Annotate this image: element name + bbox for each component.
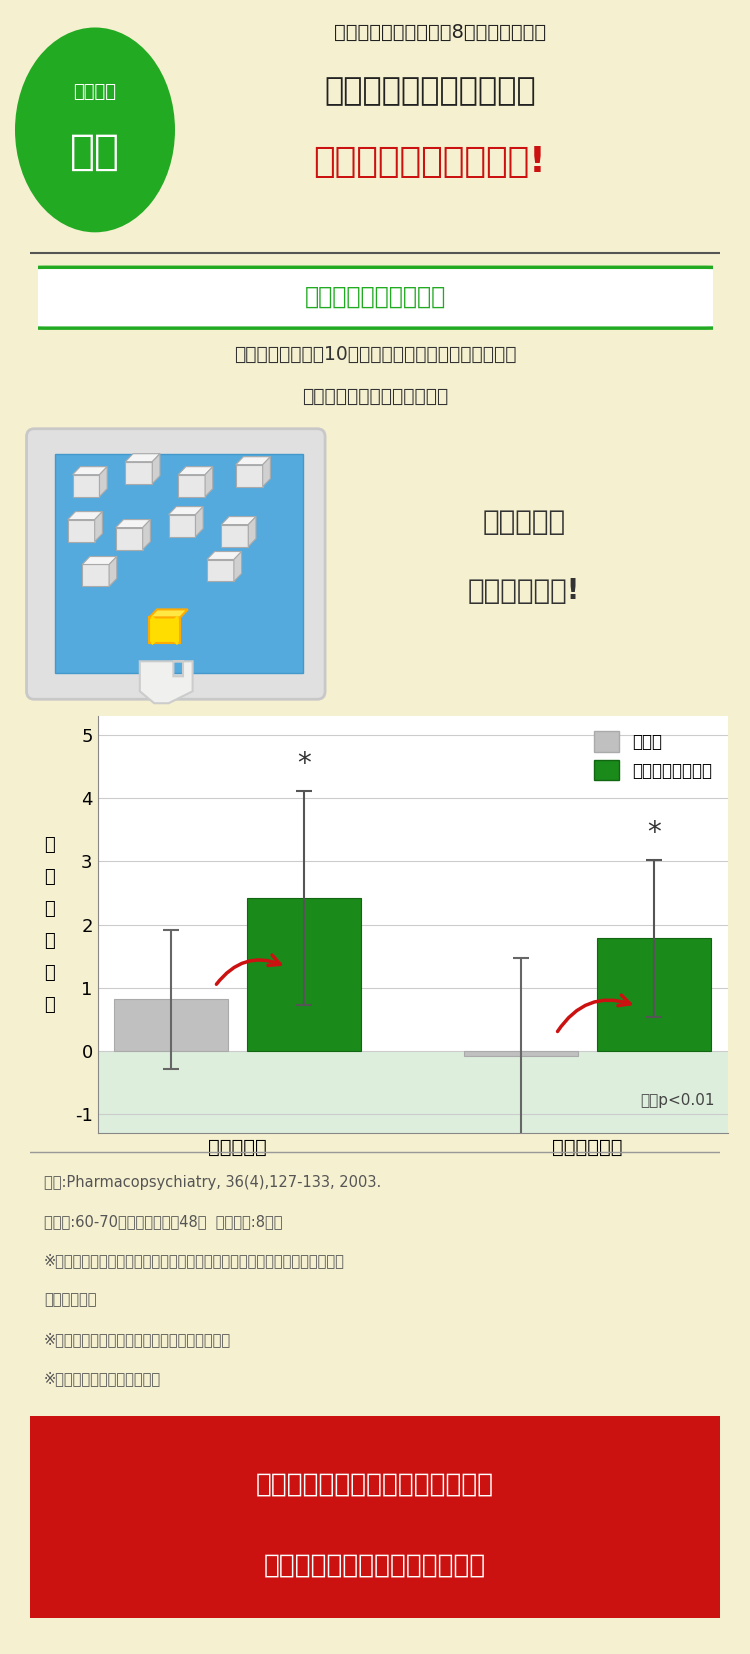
Text: 正答数が増加しました!: 正答数が増加しました! (314, 146, 546, 179)
Text: ※研究レビューの対象となった論文のうち、代表的な一報を事例として提示: ※研究レビューの対象となった論文のうち、代表的な一報を事例として提示 (44, 1254, 345, 1269)
Text: 空間を把握し記憶する力が改善: 空間を把握し記憶する力が改善 (264, 1551, 486, 1578)
FancyBboxPatch shape (26, 428, 325, 700)
Text: データで: データで (74, 83, 116, 101)
Bar (597, 938, 711, 1050)
FancyArrowPatch shape (217, 954, 280, 984)
Polygon shape (169, 506, 203, 514)
Bar (149, 617, 180, 643)
Text: ※実際の実験内容と上記の問題は異なります。: ※実際の実験内容と上記の問題は異なります。 (44, 1331, 231, 1346)
Text: 出典:Pharmacopsychiatry, 36(4),127-133, 2003.: 出典:Pharmacopsychiatry, 36(4),127-133, 20… (44, 1174, 381, 1189)
Bar (464, 1050, 578, 1055)
Bar (125, 461, 152, 483)
Polygon shape (68, 511, 102, 519)
Text: ※イラストはイメージです。: ※イラストはイメージです。 (44, 1371, 161, 1386)
Polygon shape (116, 519, 150, 528)
Text: *: * (647, 819, 661, 847)
Bar (236, 465, 262, 486)
Ellipse shape (15, 28, 175, 232)
Bar (248, 898, 361, 1050)
Bar (221, 524, 248, 546)
Text: 「イチョウ葉エキス」摂取により: 「イチョウ葉エキス」摂取により (256, 1472, 494, 1497)
Bar (82, 564, 109, 587)
FancyBboxPatch shape (13, 1411, 737, 1623)
FancyArrowPatch shape (557, 996, 630, 1032)
Polygon shape (207, 551, 242, 559)
Y-axis label: 正
答
数
の
変
化: 正 答 数 の 変 化 (44, 835, 56, 1014)
Polygon shape (82, 556, 117, 564)
Polygon shape (234, 551, 242, 582)
Bar (98, 1050, 728, 1133)
Polygon shape (140, 662, 193, 703)
Legend: 対照品, イチョウ葉エキス: 対照品, イチョウ葉エキス (587, 724, 719, 787)
Bar (116, 528, 142, 549)
Text: しています。: しています。 (44, 1293, 96, 1308)
Bar (98, 716, 728, 1050)
Bar (68, 519, 94, 541)
Polygon shape (221, 516, 256, 524)
Text: 対象者:60-70歳の健康な男性48人  摂取期間:8ヶ月: 対象者:60-70歳の健康な男性48人 摂取期間:8ヶ月 (44, 1214, 282, 1229)
Text: 映像に表示される10の立方体が光った順番を記憶し、: 映像に表示される10の立方体が光った順番を記憶し、 (234, 346, 516, 364)
Polygon shape (100, 466, 107, 496)
Polygon shape (205, 466, 213, 496)
Bar (56, 453, 303, 673)
Polygon shape (236, 457, 270, 465)
Polygon shape (196, 506, 203, 536)
Bar (114, 999, 228, 1050)
Text: コルシブロックテストの: コルシブロックテストの (324, 76, 536, 108)
Polygon shape (262, 457, 270, 486)
Bar (207, 559, 234, 582)
Polygon shape (109, 556, 117, 587)
FancyBboxPatch shape (17, 268, 733, 327)
Polygon shape (125, 453, 160, 461)
Text: *: * (297, 749, 310, 777)
Text: 光った順を: 光った順を (482, 508, 566, 536)
Text: コルシブロックテスト: コルシブロックテスト (304, 284, 446, 308)
Bar (169, 514, 196, 536)
Polygon shape (248, 516, 256, 546)
Bar (178, 475, 205, 496)
Bar (73, 475, 100, 496)
Polygon shape (178, 466, 213, 475)
Text: 実証: 実証 (70, 131, 120, 174)
Polygon shape (73, 466, 107, 475)
Text: 「イチョウ葉エキス」8ヶ月継続摂取で: 「イチョウ葉エキス」8ヶ月継続摂取で (334, 23, 546, 41)
Text: ＊：p<0.01: ＊：p<0.01 (640, 1093, 715, 1108)
Text: 覚えてタッチ!: 覚えてタッチ! (467, 577, 580, 605)
Text: その順番を解答するテスト。: その順番を解答するテスト。 (302, 387, 448, 405)
Polygon shape (94, 511, 102, 541)
Polygon shape (152, 453, 160, 483)
Polygon shape (149, 609, 188, 617)
Polygon shape (142, 519, 150, 549)
